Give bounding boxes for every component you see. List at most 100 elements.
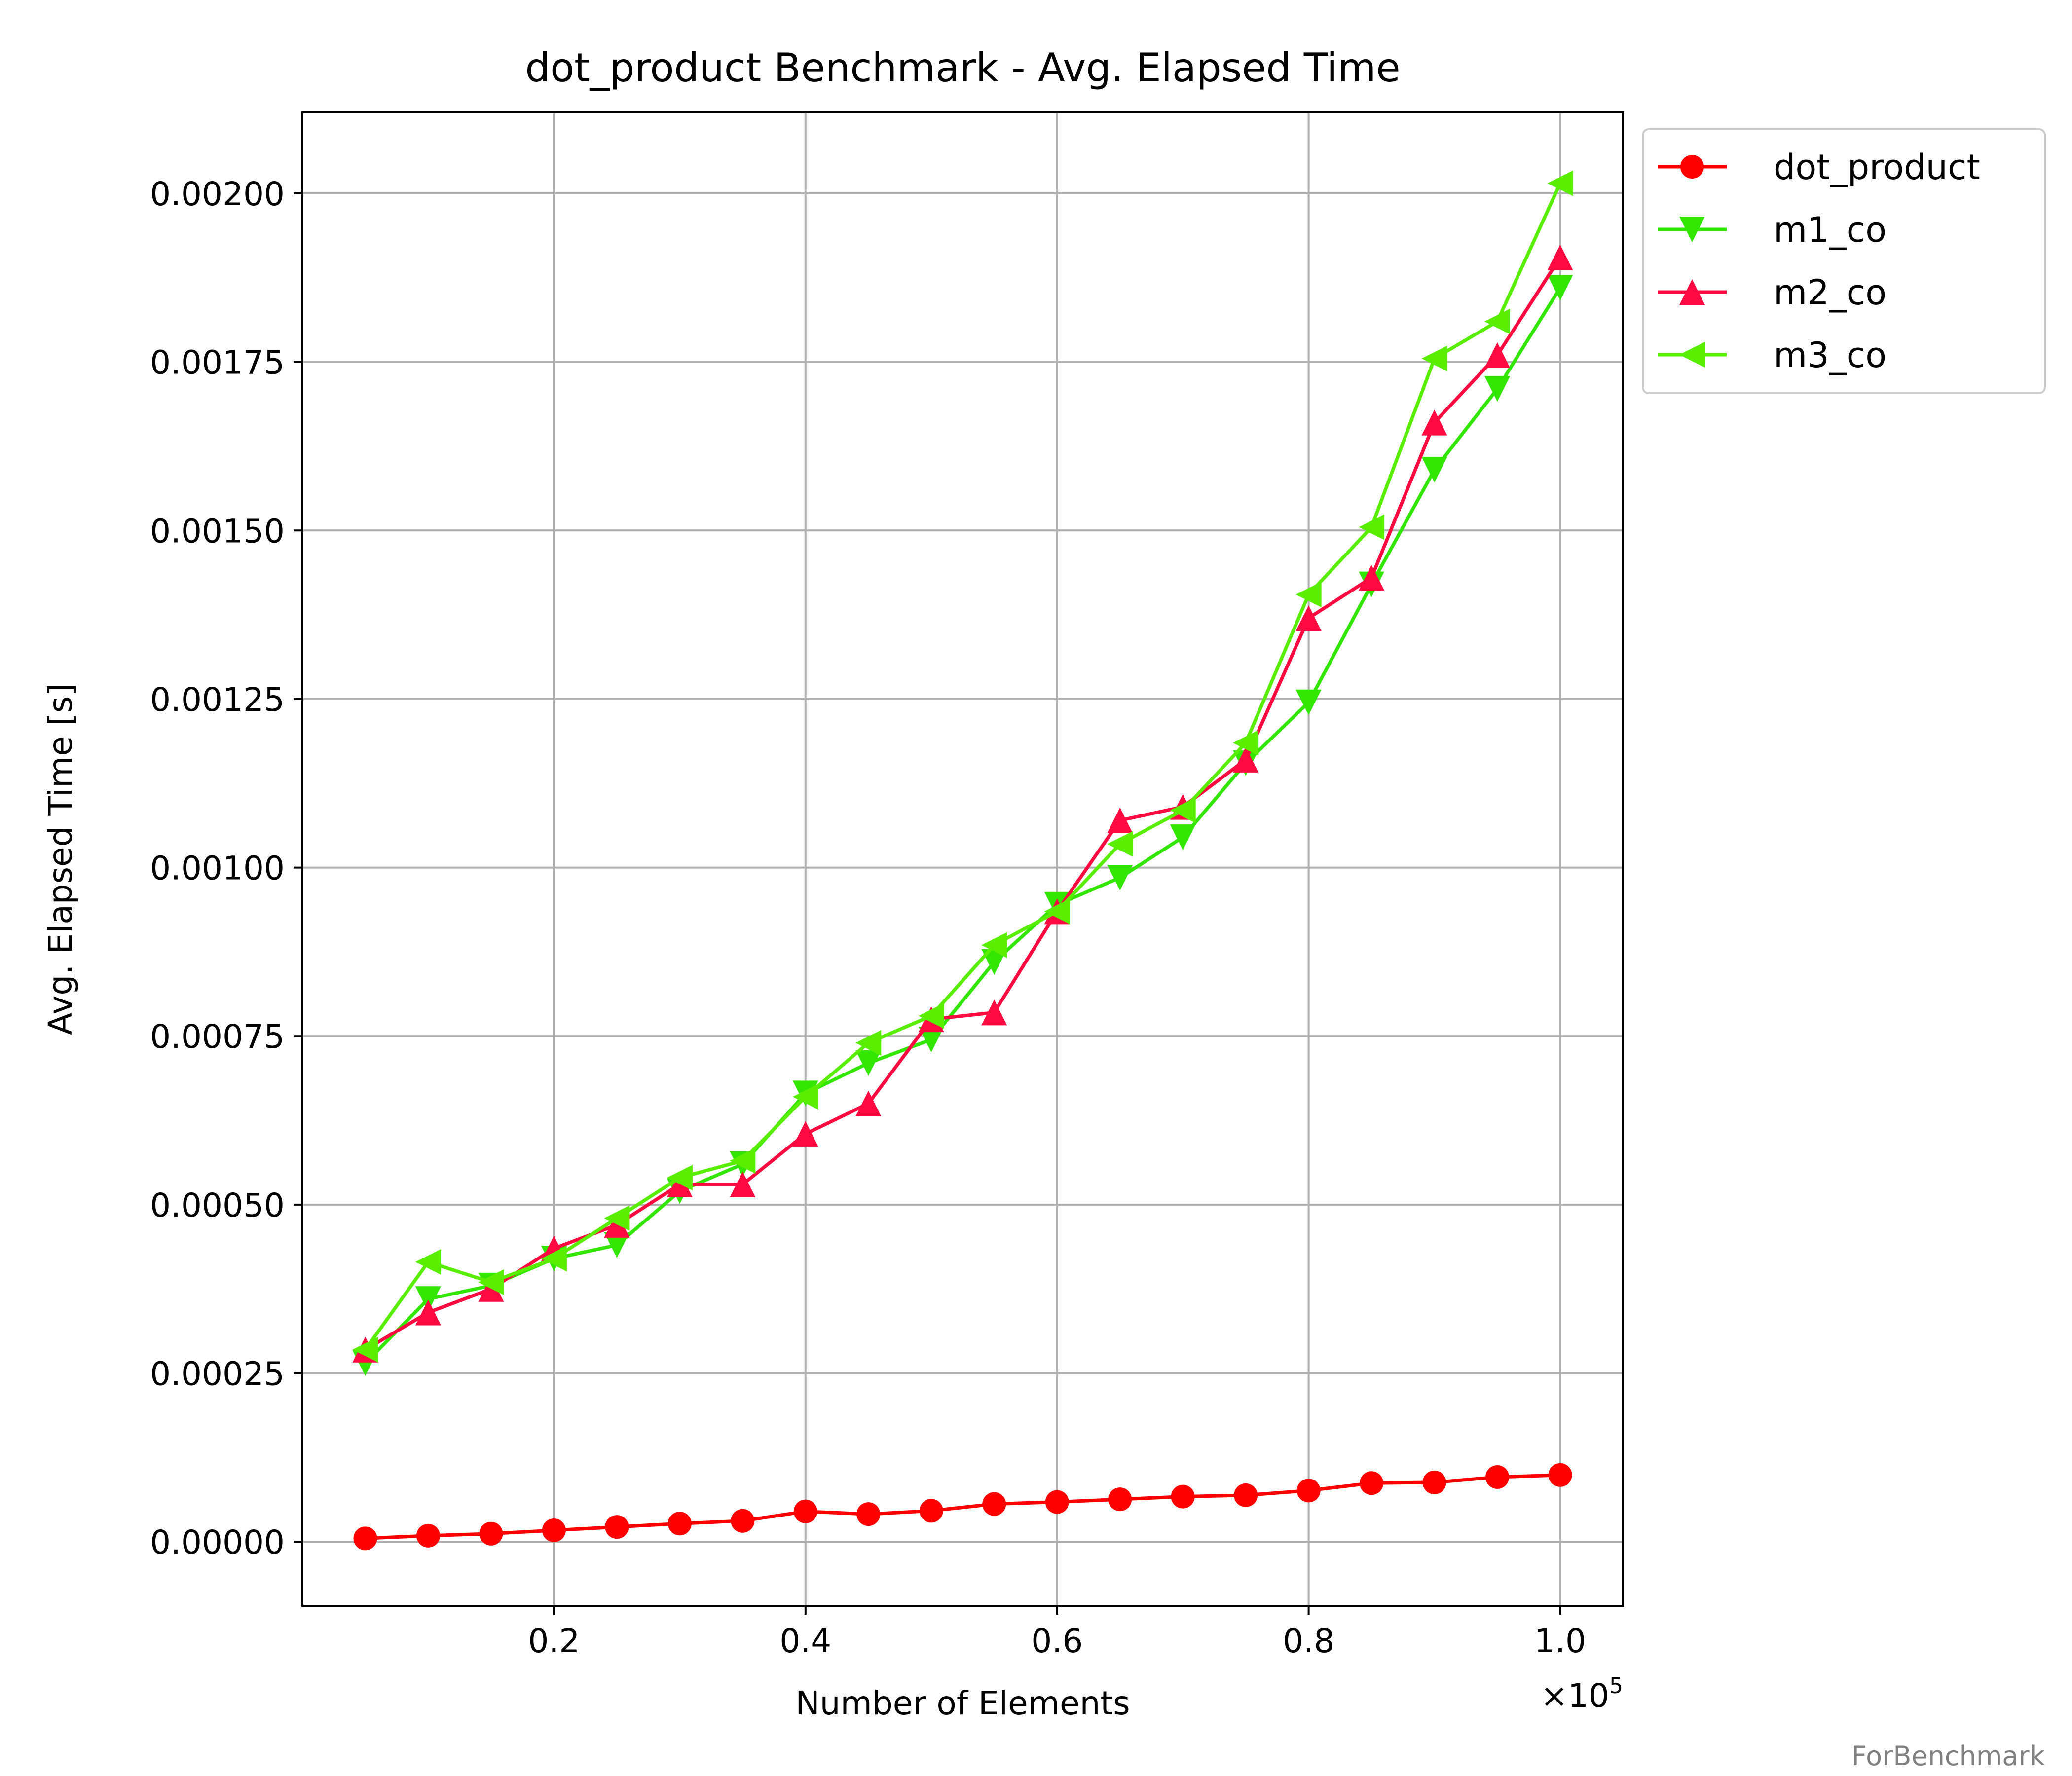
data-point [479,1521,503,1546]
data-point [918,1027,944,1053]
data-point [1233,746,1259,773]
data-point [981,949,1007,975]
x-axis-offset-label: ×105 [1541,1673,1623,1715]
legend-marker [1679,342,1705,368]
data-point [918,1003,944,1029]
data-point [855,1090,882,1116]
chart-title: dot_product Benchmark - Avg. Elapsed Tim… [525,45,1400,91]
data-point [415,1299,441,1326]
data-point [1485,1465,1510,1489]
series-dot-product [353,1463,1572,1551]
legend-label: m3_co [1774,335,1887,375]
legend: dot_product m1_co m2_co m3_co [1642,128,2046,394]
data-point [352,1336,378,1363]
data-point [1044,898,1070,925]
data-point [666,1165,693,1191]
data-point [1107,831,1133,857]
data-point [1359,564,1385,591]
watermark-text: ForBenchmark [1851,1740,2045,1772]
data-point [1421,345,1447,371]
data-point [1296,1479,1321,1503]
x-tick-label: 0.6 [1031,1622,1083,1660]
data-point [1548,1463,1572,1487]
y-tick-label: 0.00000 [150,1523,285,1561]
data-point [1360,1471,1384,1495]
data-point [541,1246,567,1272]
y-tick-label: 0.00200 [150,175,285,213]
data-point [1484,376,1511,402]
y-tick-label: 0.00075 [150,1018,285,1056]
data-point [855,1050,882,1076]
data-point [415,1286,441,1312]
data-point [1171,1484,1195,1509]
data-point [478,1276,504,1302]
x-tick-label: 1.0 [1534,1622,1586,1660]
series-m3-co [352,170,1573,1363]
data-point [730,1171,756,1197]
data-point [604,1212,630,1238]
data-point [1484,308,1511,334]
legend-item: m3_co [1658,335,1887,375]
data-point [731,1509,755,1533]
y-tick-label: 0.00175 [150,344,285,382]
series-lines [352,170,1573,1551]
legend-label: m2_co [1774,272,1887,313]
x-offset-exponent: 5 [1609,1673,1623,1699]
legend-item: m1_co [1658,210,1887,250]
legend-marker [1679,279,1705,305]
data-point [667,1512,692,1536]
data-point [1295,605,1322,631]
data-point [982,1492,1006,1516]
x-offset-base: ×10 [1541,1677,1609,1715]
data-point [605,1515,629,1539]
data-point [981,999,1007,1026]
y-tick-label: 0.00150 [150,512,285,550]
data-point [855,1030,882,1056]
legend-label: m1_co [1774,210,1887,250]
data-point [1547,275,1573,301]
series-m2-co [352,244,1573,1363]
data-point [1107,865,1133,891]
data-point [1233,730,1259,756]
data-point [856,1502,881,1526]
y-tick-label: 0.00125 [150,681,285,719]
data-point [919,1499,943,1523]
x-tick-label: 0.2 [528,1622,580,1660]
legend-marker [1679,217,1705,242]
data-point [1359,514,1385,540]
data-point [353,1526,377,1551]
data-point [1421,457,1447,483]
data-point [416,1523,440,1548]
data-point [1045,1490,1069,1514]
data-point [1422,1470,1446,1494]
data-point [1295,582,1322,608]
grid-lines [302,112,1623,1606]
data-point [1547,170,1573,196]
y-tick-label: 0.00050 [150,1186,285,1224]
data-point [1234,1483,1258,1507]
data-point [792,1084,818,1110]
data-point [730,1148,756,1174]
legend-box [1642,128,2046,394]
data-point [604,1232,630,1258]
data-point [415,1249,441,1275]
x-axis-label: Number of Elements [795,1684,1130,1722]
series-line [364,256,1562,1351]
axes: 0.2 0.4 0.6 0.8 1.0 0.00000 0.00025 0.00050 0.00… [150,175,1586,1660]
data-point [793,1499,817,1523]
y-tick-label: 0.00025 [150,1355,285,1393]
y-tick-label: 0.00100 [150,850,285,888]
legend-marker [1680,155,1704,179]
data-point [1484,342,1511,368]
data-point [1170,824,1196,851]
data-point [1295,689,1322,715]
x-tick-label: 0.8 [1283,1622,1334,1660]
data-point [478,1269,504,1295]
data-point [792,1121,818,1147]
data-point [666,1171,693,1197]
x-tick-label: 0.4 [779,1622,831,1660]
legend-item: dot_product [1658,147,1980,187]
data-point [1547,244,1573,270]
data-point [1107,807,1133,833]
